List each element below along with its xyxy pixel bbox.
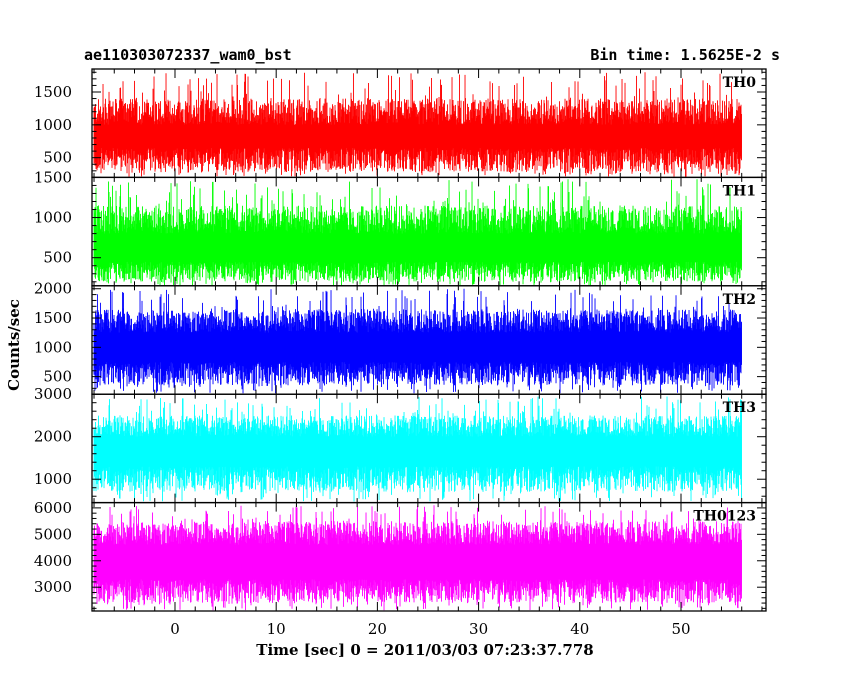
panel-label: TH2 (723, 292, 756, 308)
series-core-th3 (94, 436, 742, 467)
x-tick-label: 20 (368, 620, 387, 638)
series-th1 (93, 179, 742, 286)
panel-th2: 500 1000 1500 2000 TH2 (34, 280, 767, 395)
x-axis: 0 10 20 30 40 50 (170, 620, 690, 638)
y-tick-label: 6000 (34, 499, 72, 517)
x-axis-title: Time [sec] 0 = 2011/03/03 07:23:37.778 (256, 641, 593, 659)
y-tick-label: 5000 (34, 525, 72, 543)
panels-group: 500 1000 1500 TH0 500 1000 1500 TH1 500 1000 1500 2… (34, 68, 767, 612)
panel-frame (91, 501, 767, 612)
x-tick-label: 30 (469, 620, 488, 638)
panel-label: TH1 (723, 183, 756, 199)
y-tick-label: 1500 (34, 83, 72, 101)
series-th0 (93, 72, 742, 177)
x-tick-label: 0 (170, 620, 180, 638)
y-tick-label: 1500 (34, 309, 72, 327)
panel-th0: 500 1000 1500 TH0 (34, 68, 767, 179)
y-tick-label: 1500 (34, 168, 72, 186)
x-tick-label: 40 (570, 620, 589, 638)
bin-time-label: Bin time: 1.5625E-2 s (590, 46, 780, 64)
y-tick-label: 500 (43, 249, 72, 267)
series-core-th1 (94, 233, 742, 262)
y-tick-label: 500 (43, 149, 72, 167)
y-tick-label: 1000 (34, 116, 72, 134)
panel-th1: 500 1000 1500 TH1 (34, 168, 767, 287)
y-tick-label: 1000 (34, 470, 72, 488)
y-tick-label: 1000 (34, 209, 72, 227)
series-core-th0 (94, 124, 742, 148)
y-tick-label: 4000 (34, 552, 72, 570)
y-axis-title: Counts/sec (5, 299, 23, 391)
y-tick-label: 500 (43, 368, 72, 386)
y-tick-label: 2000 (34, 428, 72, 446)
panel-th0123: 3000 4000 5000 6000 TH0123 (34, 499, 767, 612)
y-tick-label: 3000 (34, 578, 72, 596)
panel-th3: 1000 2000 3000 TH3 (34, 385, 767, 504)
figure-title: ae110303072337_wam0_bst (84, 46, 292, 64)
y-tick-label: 2000 (34, 280, 72, 298)
series-core-th2 (94, 332, 742, 362)
panel-label: TH3 (723, 400, 756, 416)
y-tick-label: 3000 (34, 385, 72, 403)
x-tick-label: 50 (671, 620, 690, 638)
panel-label: TH0 (723, 75, 757, 91)
panel-label: TH0123 (693, 509, 756, 525)
x-tick-label: 10 (267, 620, 286, 638)
y-tick-label: 1000 (34, 338, 72, 356)
series-core-th0123 (94, 544, 742, 580)
